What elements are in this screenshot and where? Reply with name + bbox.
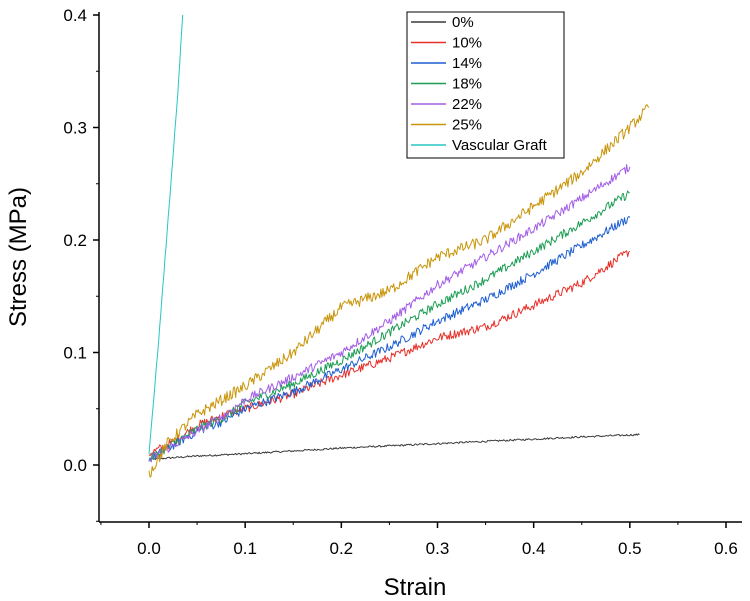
series-line-2: [148, 215, 631, 463]
x-tick-label: 0.1: [233, 539, 257, 558]
x-axis-title: Strain: [384, 574, 447, 601]
legend-box: [406, 11, 565, 159]
legend-label: 0%: [452, 14, 474, 31]
legend-label: Vascular Graft: [452, 137, 548, 154]
legend-label: 22%: [452, 96, 482, 113]
x-tick-label: 0.4: [522, 539, 546, 558]
y-tick-label: 0.1: [63, 344, 87, 363]
x-tick-label: 0.3: [426, 539, 450, 558]
axes: [98, 12, 742, 523]
legend-label: 14%: [452, 55, 482, 72]
legend: 0% 10% 14% 18% 22% 25% Vascular Graft: [406, 11, 565, 159]
y-tick-label: 0.0: [63, 456, 87, 475]
x-tick-label: 0.6: [714, 539, 738, 558]
x-tick-label: 0.2: [330, 539, 354, 558]
legend-label: 25%: [452, 117, 482, 134]
y-tick-label: 0.4: [63, 6, 87, 25]
series-line-5: [148, 104, 650, 478]
series-line-0: [148, 433, 640, 461]
y-tick-label: 0.3: [63, 119, 87, 138]
series-line-4: [148, 164, 631, 462]
tick-layer: 0.0 0.1 0.2 0.3 0.4 0.5 0.6 0.0 0.1 0.2 0.3 0.4: [63, 6, 737, 558]
series-line-6: [148, 14, 184, 455]
y-axis-title: Stress (MPa): [5, 187, 32, 327]
watermark-text: 知识泥土六二三: [633, 572, 738, 590]
series-layer: [148, 14, 650, 478]
series-line-3: [148, 190, 630, 462]
x-tick-label: 0.0: [137, 539, 161, 558]
x-tick-label: 0.5: [618, 539, 642, 558]
y-tick-label: 0.2: [63, 231, 87, 250]
legend-label: 10%: [452, 35, 482, 52]
legend-label: 18%: [452, 76, 482, 93]
